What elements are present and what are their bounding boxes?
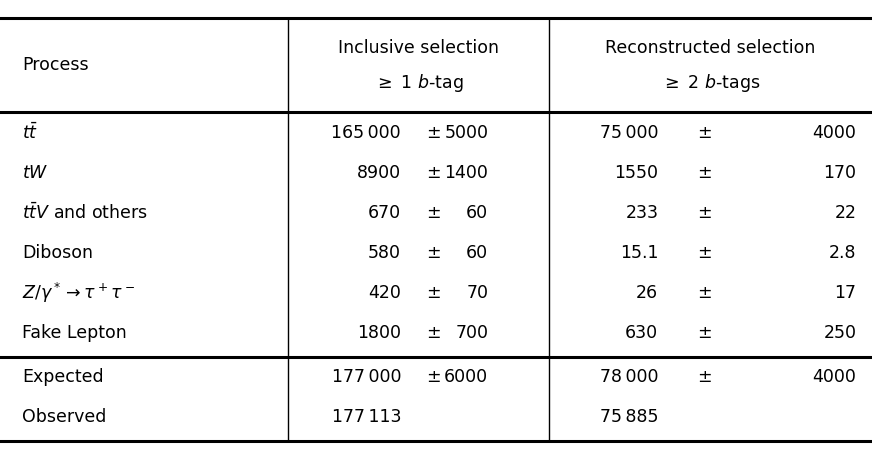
Text: Reconstructed selection: Reconstructed selection: [605, 39, 816, 57]
Text: $tW$: $tW$: [22, 164, 48, 182]
Text: 15.1: 15.1: [620, 244, 658, 262]
Text: 250: 250: [823, 325, 856, 342]
Text: ±: ±: [426, 368, 440, 386]
Text: ±: ±: [426, 244, 440, 262]
Text: ±: ±: [426, 164, 440, 182]
Text: 26: 26: [637, 284, 658, 302]
Text: 670: 670: [368, 204, 401, 222]
Text: Diboson: Diboson: [22, 244, 92, 262]
Text: ±: ±: [698, 204, 712, 222]
Text: 22: 22: [835, 204, 856, 222]
Text: ±: ±: [698, 368, 712, 386]
Text: 6000: 6000: [444, 368, 488, 386]
Text: Observed: Observed: [22, 409, 106, 426]
Text: 8900: 8900: [357, 164, 401, 182]
Text: $t\bar{t}V$ and others: $t\bar{t}V$ and others: [22, 202, 147, 223]
Text: 700: 700: [455, 325, 488, 342]
Text: ±: ±: [698, 284, 712, 302]
Text: ±: ±: [698, 123, 712, 141]
Text: Fake Lepton: Fake Lepton: [22, 325, 126, 342]
Text: 75 885: 75 885: [600, 409, 658, 426]
Text: ±: ±: [426, 284, 440, 302]
Text: 75 000: 75 000: [600, 123, 658, 141]
Text: 420: 420: [368, 284, 401, 302]
Text: 70: 70: [467, 284, 488, 302]
Text: 5000: 5000: [445, 123, 488, 141]
Text: ±: ±: [698, 325, 712, 342]
Text: ±: ±: [698, 244, 712, 262]
Text: 4000: 4000: [813, 123, 856, 141]
Text: 17: 17: [835, 284, 856, 302]
Text: $t\bar{t}$: $t\bar{t}$: [22, 122, 38, 143]
Text: 165 000: 165 000: [331, 123, 401, 141]
Text: $Z/\gamma^* \rightarrow \tau^+\tau^-$: $Z/\gamma^* \rightarrow \tau^+\tau^-$: [22, 281, 135, 305]
Text: 233: 233: [625, 204, 658, 222]
Text: ±: ±: [426, 325, 440, 342]
Text: ±: ±: [698, 164, 712, 182]
Text: $\geq$ 2 $b$-tags: $\geq$ 2 $b$-tags: [661, 72, 760, 94]
Text: 1550: 1550: [615, 164, 658, 182]
Text: 170: 170: [823, 164, 856, 182]
Text: 60: 60: [467, 244, 488, 262]
Text: 1400: 1400: [445, 164, 488, 182]
Text: 60: 60: [467, 204, 488, 222]
Text: 580: 580: [368, 244, 401, 262]
Text: Inclusive selection: Inclusive selection: [338, 39, 499, 57]
Text: 177 000: 177 000: [331, 368, 401, 386]
Text: $\geq$ 1 $b$-tag: $\geq$ 1 $b$-tag: [374, 72, 463, 94]
Text: 630: 630: [625, 325, 658, 342]
Text: 177 113: 177 113: [331, 409, 401, 426]
Text: 78 000: 78 000: [600, 368, 658, 386]
Text: ±: ±: [426, 123, 440, 141]
Text: 2.8: 2.8: [828, 244, 856, 262]
Text: 4000: 4000: [813, 368, 856, 386]
Text: Expected: Expected: [22, 368, 104, 386]
Text: Process: Process: [22, 56, 88, 74]
Text: ±: ±: [426, 204, 440, 222]
Text: 1800: 1800: [358, 325, 401, 342]
